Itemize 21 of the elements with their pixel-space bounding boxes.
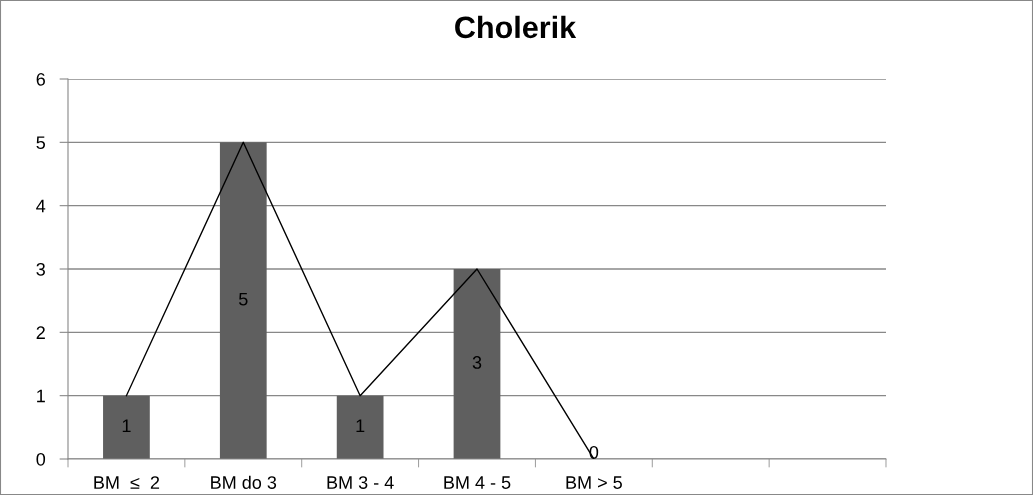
bar xyxy=(103,395,150,459)
y-tick-label: 3 xyxy=(36,262,45,276)
y-tick-label: 5 xyxy=(36,136,46,150)
chart-title: Cholerik xyxy=(455,15,577,39)
data-label: 3 xyxy=(472,356,482,369)
x-tick-label: BM 4 - 5 xyxy=(444,476,511,489)
y-tick-label: 0 xyxy=(36,452,46,466)
y-tick-label: 4 xyxy=(36,199,46,213)
data-label: 1 xyxy=(122,419,131,432)
data-label: 5 xyxy=(238,292,248,306)
y-tick-label: 6 xyxy=(36,72,45,86)
x-tick-label: BM 3 - 4 xyxy=(327,476,394,489)
bar xyxy=(219,142,267,459)
x-tick-label: BM do 3 xyxy=(211,475,277,489)
y-tick-label: 1 xyxy=(37,389,45,403)
y-tick-label: 2 xyxy=(36,326,45,339)
bar xyxy=(453,269,501,459)
data-label: 1 xyxy=(356,419,365,432)
bar xyxy=(336,395,384,459)
x-tick-label: BM > 5 xyxy=(566,476,622,489)
x-tick-label: BM ≤ 2 xyxy=(94,476,160,489)
